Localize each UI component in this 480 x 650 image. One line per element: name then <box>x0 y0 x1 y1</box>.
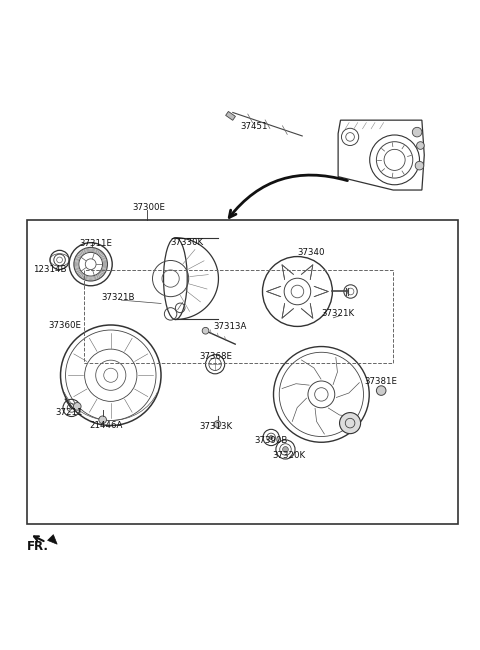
Circle shape <box>269 436 273 439</box>
Bar <box>27 220 458 524</box>
Text: 12314B: 12314B <box>33 265 67 274</box>
Text: 37300E: 37300E <box>132 203 165 213</box>
Text: 37390B: 37390B <box>254 436 288 445</box>
Text: 37368E: 37368E <box>199 352 232 361</box>
Text: 37313K: 37313K <box>199 422 232 431</box>
Circle shape <box>339 413 360 434</box>
Circle shape <box>99 416 107 424</box>
Text: FR.: FR. <box>27 540 49 552</box>
Text: 37340: 37340 <box>298 248 325 257</box>
Circle shape <box>73 402 81 410</box>
Polygon shape <box>48 535 57 544</box>
Bar <box>226 111 236 120</box>
Text: 37313A: 37313A <box>214 322 247 331</box>
Circle shape <box>214 421 221 428</box>
Text: 37451: 37451 <box>240 122 267 131</box>
Text: 37321B: 37321B <box>101 293 135 302</box>
Text: 37330K: 37330K <box>170 238 204 247</box>
Circle shape <box>417 142 424 150</box>
Circle shape <box>283 447 288 452</box>
Circle shape <box>412 127 422 137</box>
Circle shape <box>202 328 209 334</box>
Bar <box>84 270 393 363</box>
Circle shape <box>415 161 424 170</box>
Text: 21446A: 21446A <box>89 421 122 430</box>
Text: 37211: 37211 <box>56 408 83 417</box>
Text: 37311E: 37311E <box>80 239 113 248</box>
Text: 37320K: 37320K <box>273 450 306 460</box>
Circle shape <box>376 386 386 395</box>
Text: 37381E: 37381E <box>364 377 397 386</box>
Text: 37321K: 37321K <box>322 309 355 318</box>
Text: 37360E: 37360E <box>48 322 82 330</box>
